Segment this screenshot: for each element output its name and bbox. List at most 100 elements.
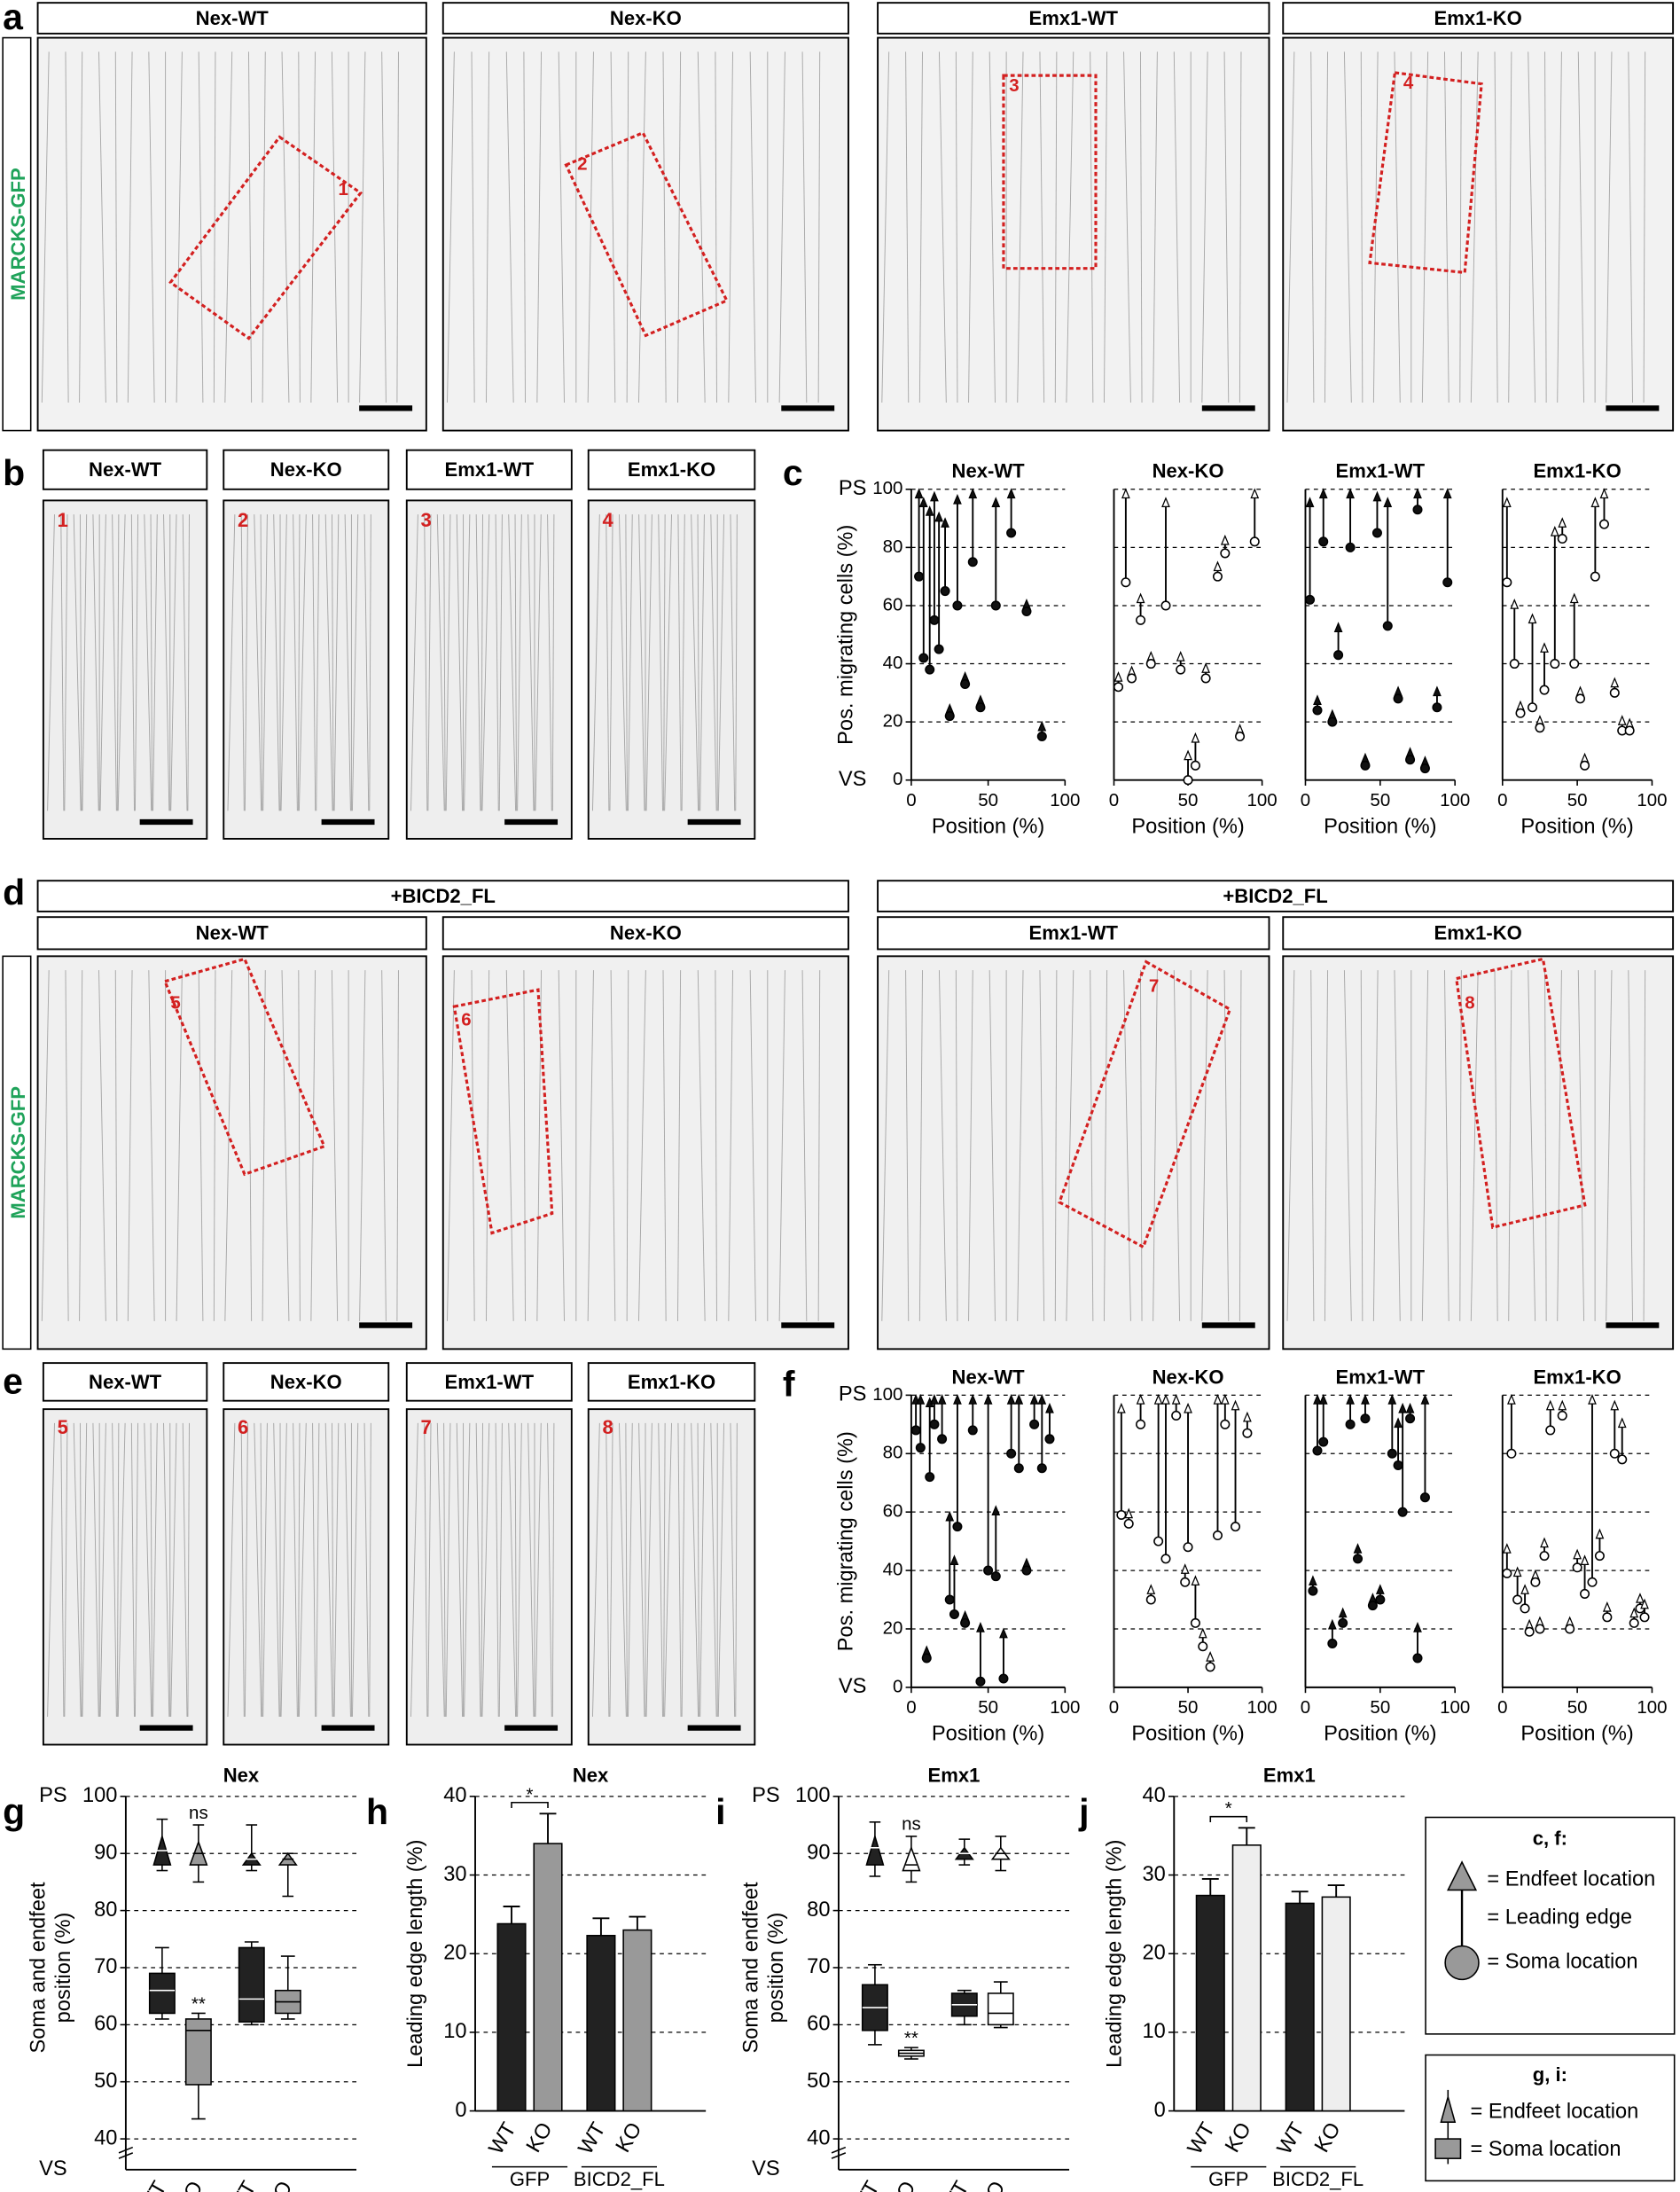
neurite	[547, 1422, 552, 1717]
neurite	[475, 514, 481, 811]
endfeet-marker	[1180, 1563, 1190, 1574]
annotation: *	[527, 1784, 534, 1804]
neurite	[273, 514, 280, 811]
soma-marker	[1200, 673, 1211, 684]
header: Emx1-WT	[445, 458, 535, 481]
x-tick-label: 50	[1567, 790, 1588, 810]
endfeet-marker	[1318, 1394, 1328, 1405]
endfeet-marker	[949, 1554, 959, 1565]
legend-title: c, f:	[1533, 1828, 1567, 1850]
neurite	[176, 970, 183, 1321]
soma-marker	[937, 1434, 948, 1444]
neurite	[1470, 970, 1479, 1321]
neurite	[150, 1422, 153, 1717]
soma-marker	[998, 1673, 1009, 1684]
y-axis-label: position (%)	[765, 1913, 788, 2024]
header-box	[405, 449, 573, 490]
endfeet-marker	[925, 505, 934, 516]
soma-marker	[1183, 775, 1193, 786]
x-tick-label: WT	[485, 2118, 521, 2158]
endfeet-marker	[1361, 1394, 1370, 1405]
endfeet-marker	[991, 1505, 1001, 1515]
header-box	[587, 449, 756, 490]
neurite	[1421, 970, 1429, 1321]
endfeet-marker	[968, 488, 978, 499]
endfeet-marker	[1375, 1584, 1385, 1594]
y-tick-label: 40	[1143, 1784, 1166, 1807]
header: Nex-KO	[270, 1371, 342, 1393]
roi-box	[1454, 957, 1587, 1230]
endfeet-marker	[1558, 1399, 1567, 1411]
neurite	[47, 1422, 55, 1717]
soma-marker	[1512, 1594, 1523, 1605]
panel-letter: a	[3, 0, 24, 37]
neurite	[1470, 51, 1479, 403]
soma-marker	[990, 1571, 1001, 1582]
neurite	[293, 1422, 298, 1717]
neurite	[626, 970, 629, 1321]
micrograph	[36, 36, 427, 432]
neurite	[626, 51, 629, 403]
micrograph	[441, 955, 849, 1350]
neurite	[163, 514, 170, 811]
soma-marker	[1153, 1536, 1164, 1546]
neurite	[658, 1422, 663, 1717]
endfeet-marker	[1136, 1394, 1145, 1405]
soma-marker	[1235, 731, 1246, 742]
soma-marker	[1624, 725, 1635, 736]
endfeet-marker	[953, 493, 962, 505]
roi-number: 1	[58, 509, 68, 531]
legend-box	[1425, 1816, 1676, 2035]
header: Emx1-WT	[445, 1371, 535, 1393]
neurite	[332, 514, 334, 811]
soma-marker	[1393, 693, 1403, 704]
x-tick-label: 100	[1247, 790, 1278, 810]
soma-marker	[944, 1594, 955, 1605]
neurite	[735, 514, 738, 811]
annotation: ns	[189, 1803, 208, 1823]
bar	[1195, 1894, 1225, 2112]
y-tick-label: 90	[94, 1841, 117, 1864]
endfeet-marker	[1318, 488, 1328, 499]
endfeet-marker	[968, 1394, 978, 1405]
chart-title: Nex-WT	[952, 1366, 1026, 1388]
soma-marker	[975, 1676, 986, 1687]
neurite	[508, 1422, 517, 1717]
neurite	[182, 1422, 188, 1717]
soma-marker	[1609, 687, 1620, 698]
box	[987, 1992, 1014, 2026]
neurite	[443, 1422, 446, 1717]
soma-marker	[1183, 1542, 1193, 1553]
roi-number: 1	[339, 179, 348, 200]
header: Emx1-WT	[1029, 7, 1119, 29]
endfeet-marker	[1121, 488, 1130, 499]
soma-marker	[1515, 708, 1526, 718]
neurite	[1421, 51, 1429, 403]
neurite	[344, 514, 351, 811]
header-box	[42, 449, 208, 490]
x-axis-label: Position (%)	[1520, 816, 1633, 839]
neurite	[127, 970, 133, 1321]
endfeet-marker	[1313, 1394, 1322, 1405]
neurite	[1039, 970, 1045, 1321]
y-tick-label: 50	[94, 2070, 117, 2093]
neurite	[1173, 970, 1181, 1321]
endfeet-marker	[1420, 1394, 1430, 1405]
neurite	[1459, 51, 1462, 403]
soma-marker	[967, 557, 978, 568]
neurite	[728, 970, 734, 1321]
neurite	[1544, 970, 1547, 1321]
endfeet-marker	[1220, 534, 1230, 545]
neurite	[213, 970, 216, 1321]
endfeet-marker	[1520, 1584, 1529, 1594]
neurite	[1528, 970, 1536, 1321]
neurite	[117, 1422, 126, 1717]
endfeet-marker	[1353, 1543, 1363, 1554]
soma-marker	[1006, 528, 1017, 538]
neurite	[331, 970, 339, 1321]
soma-marker	[1412, 505, 1423, 515]
neurite	[662, 51, 667, 403]
neurite	[41, 51, 50, 403]
soma-marker	[1580, 760, 1590, 771]
